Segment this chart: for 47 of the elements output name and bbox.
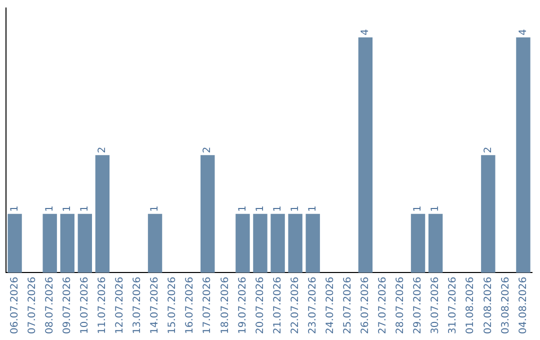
- data-label: 1: [307, 206, 318, 212]
- x-tick-label: 01.08.2026: [465, 276, 476, 334]
- x-tick-label: 08.07.2026: [44, 276, 56, 334]
- x-tick-label: 27.07.2026: [378, 276, 389, 334]
- data-label: 1: [237, 206, 248, 212]
- x-tick-label: 26.07.2026: [360, 276, 372, 334]
- data-label: 2: [97, 146, 108, 154]
- data-label: 1: [290, 206, 301, 212]
- x-tick-label: 16.07.2026: [184, 276, 196, 334]
- x-tick-label: 12.07.2026: [114, 276, 126, 334]
- x-tick-label: 03.08.2026: [500, 276, 512, 334]
- data-label: 1: [62, 206, 73, 212]
- x-tick-label: 02.08.2026: [482, 276, 494, 334]
- data-label: 1: [254, 206, 266, 212]
- x-tick-label: 30.07.2026: [430, 276, 442, 334]
- x-tick-label: 10.07.2026: [79, 276, 90, 334]
- x-tick-label: 18.07.2026: [220, 276, 231, 334]
- x-tick-label: 23.07.2026: [307, 276, 318, 334]
- data-label: 4: [360, 29, 372, 36]
- x-tick-label: 21.07.2026: [272, 276, 284, 334]
- data-label: 2: [202, 146, 214, 154]
- x-tick-label: 15.07.2026: [167, 276, 178, 334]
- x-tick-label: 25.07.2026: [342, 276, 354, 334]
- x-tick-label: 17.07.2026: [202, 276, 214, 334]
- data-label: 1: [9, 206, 20, 212]
- data-label: 1: [44, 206, 56, 212]
- x-tick-label: 09.07.2026: [62, 276, 73, 334]
- data-label: 1: [272, 206, 284, 212]
- data-label: 1: [412, 206, 424, 212]
- x-tick-label: 04.08.2026: [518, 276, 529, 334]
- x-tick-label: 24.07.2026: [324, 276, 336, 334]
- x-tick-label: 20.07.2026: [254, 276, 266, 334]
- data-label: 2: [482, 146, 494, 154]
- x-tick-label: 13.07.2026: [132, 276, 144, 334]
- data-label: 1: [150, 206, 161, 212]
- x-tick-label: 28.07.2026: [395, 276, 406, 334]
- x-tick-label: 22.07.2026: [290, 276, 301, 334]
- data-label: 1: [79, 206, 90, 212]
- x-tick-label: 29.07.2026: [412, 276, 424, 334]
- x-tick-label: 19.07.2026: [237, 276, 248, 334]
- data-label: 4: [518, 29, 529, 36]
- x-tick-label: 07.07.2026: [26, 276, 38, 334]
- data-label: 1: [430, 206, 442, 212]
- x-tick-label: 11.07.2026: [97, 276, 108, 334]
- x-tick-label: 06.07.2026: [9, 276, 20, 334]
- x-tick-label: 31.07.2026: [448, 276, 459, 334]
- x-tick-label: 14.07.2026: [150, 276, 161, 334]
